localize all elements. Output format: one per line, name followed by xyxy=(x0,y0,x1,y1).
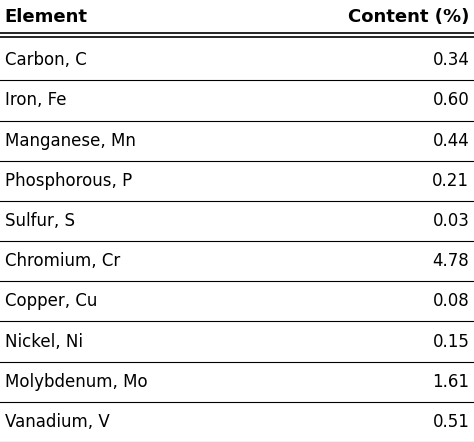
Text: Nickel, Ni: Nickel, Ni xyxy=(5,332,83,351)
Text: Phosphorous, P: Phosphorous, P xyxy=(5,172,132,190)
Text: 1.61: 1.61 xyxy=(432,373,469,391)
Text: Chromium, Cr: Chromium, Cr xyxy=(5,252,120,270)
Text: Molybdenum, Mo: Molybdenum, Mo xyxy=(5,373,147,391)
Text: 0.44: 0.44 xyxy=(432,132,469,150)
Text: 0.51: 0.51 xyxy=(432,413,469,431)
Text: Sulfur, S: Sulfur, S xyxy=(5,212,75,230)
Text: Content (%): Content (%) xyxy=(348,8,469,26)
Text: Manganese, Mn: Manganese, Mn xyxy=(5,132,136,150)
Text: 0.03: 0.03 xyxy=(432,212,469,230)
Text: 0.08: 0.08 xyxy=(432,292,469,310)
Text: 4.78: 4.78 xyxy=(432,252,469,270)
Text: 0.34: 0.34 xyxy=(432,51,469,69)
Text: 0.60: 0.60 xyxy=(432,91,469,110)
Text: Element: Element xyxy=(5,8,88,26)
Text: 0.21: 0.21 xyxy=(432,172,469,190)
Text: Carbon, C: Carbon, C xyxy=(5,51,86,69)
Text: Vanadium, V: Vanadium, V xyxy=(5,413,109,431)
Text: Copper, Cu: Copper, Cu xyxy=(5,292,97,310)
Text: 0.15: 0.15 xyxy=(432,332,469,351)
Text: Iron, Fe: Iron, Fe xyxy=(5,91,66,110)
